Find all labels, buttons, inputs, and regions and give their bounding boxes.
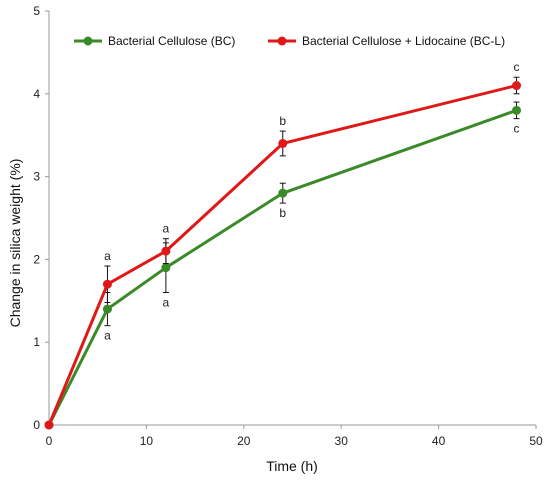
x-axis-title: Time (h) <box>266 458 318 474</box>
y-tick-label: 5 <box>33 4 40 18</box>
legend-item-2: Bacterial Cellulose + Lidocaine (BC-L) <box>268 34 505 48</box>
series-group: a a b c a a b c <box>44 60 522 430</box>
significance-label: a <box>104 329 111 343</box>
legend-swatch-marker <box>83 36 93 46</box>
y-tick-label: 2 <box>33 252 40 266</box>
y-ticks: 0 1 2 3 4 5 <box>33 4 49 432</box>
series-line <box>47 108 518 426</box>
y-axis-title: Change in silica weight (%) <box>7 159 23 328</box>
y-tick-label: 0 <box>33 418 40 432</box>
legend-item-1: Bacterial Cellulose (BC) <box>74 34 235 48</box>
x-tick-label: 30 <box>335 434 349 448</box>
series-1: a a b c <box>44 101 522 430</box>
x-tick-label: 0 <box>46 434 53 448</box>
legend: Bacterial Cellulose (BC) Bacterial Cellul… <box>74 34 505 48</box>
y-tick-label: 4 <box>33 87 40 101</box>
data-point <box>161 246 171 256</box>
data-point <box>102 279 112 289</box>
significance-label: b <box>279 206 286 220</box>
data-point <box>512 81 522 91</box>
data-point <box>44 420 54 430</box>
significance-label: a <box>163 296 170 310</box>
x-tick-label: 20 <box>237 434 251 448</box>
data-point <box>102 304 112 314</box>
x-tick-label: 40 <box>432 434 446 448</box>
legend-label: Bacterial Cellulose (BC) <box>108 34 235 48</box>
x-tick-label: 10 <box>140 434 154 448</box>
data-point <box>512 105 522 115</box>
legend-swatch-marker <box>277 36 287 46</box>
y-tick-label: 1 <box>33 335 40 349</box>
significance-label: b <box>279 114 286 128</box>
data-point <box>161 263 171 273</box>
significance-label: c <box>514 122 520 136</box>
significance-label: a <box>104 249 111 263</box>
x-tick-label: 50 <box>529 434 543 448</box>
significance-label: c <box>514 60 520 74</box>
data-point <box>278 188 288 198</box>
legend-label: Bacterial Cellulose + Lidocaine (BC-L) <box>302 34 505 48</box>
y-tick-label: 3 <box>33 170 40 184</box>
x-ticks: 0 10 20 30 40 50 <box>46 425 543 448</box>
axes <box>48 11 536 426</box>
data-point <box>278 138 288 148</box>
significance-label: a <box>163 222 170 236</box>
series-2: a a b c <box>44 60 522 430</box>
